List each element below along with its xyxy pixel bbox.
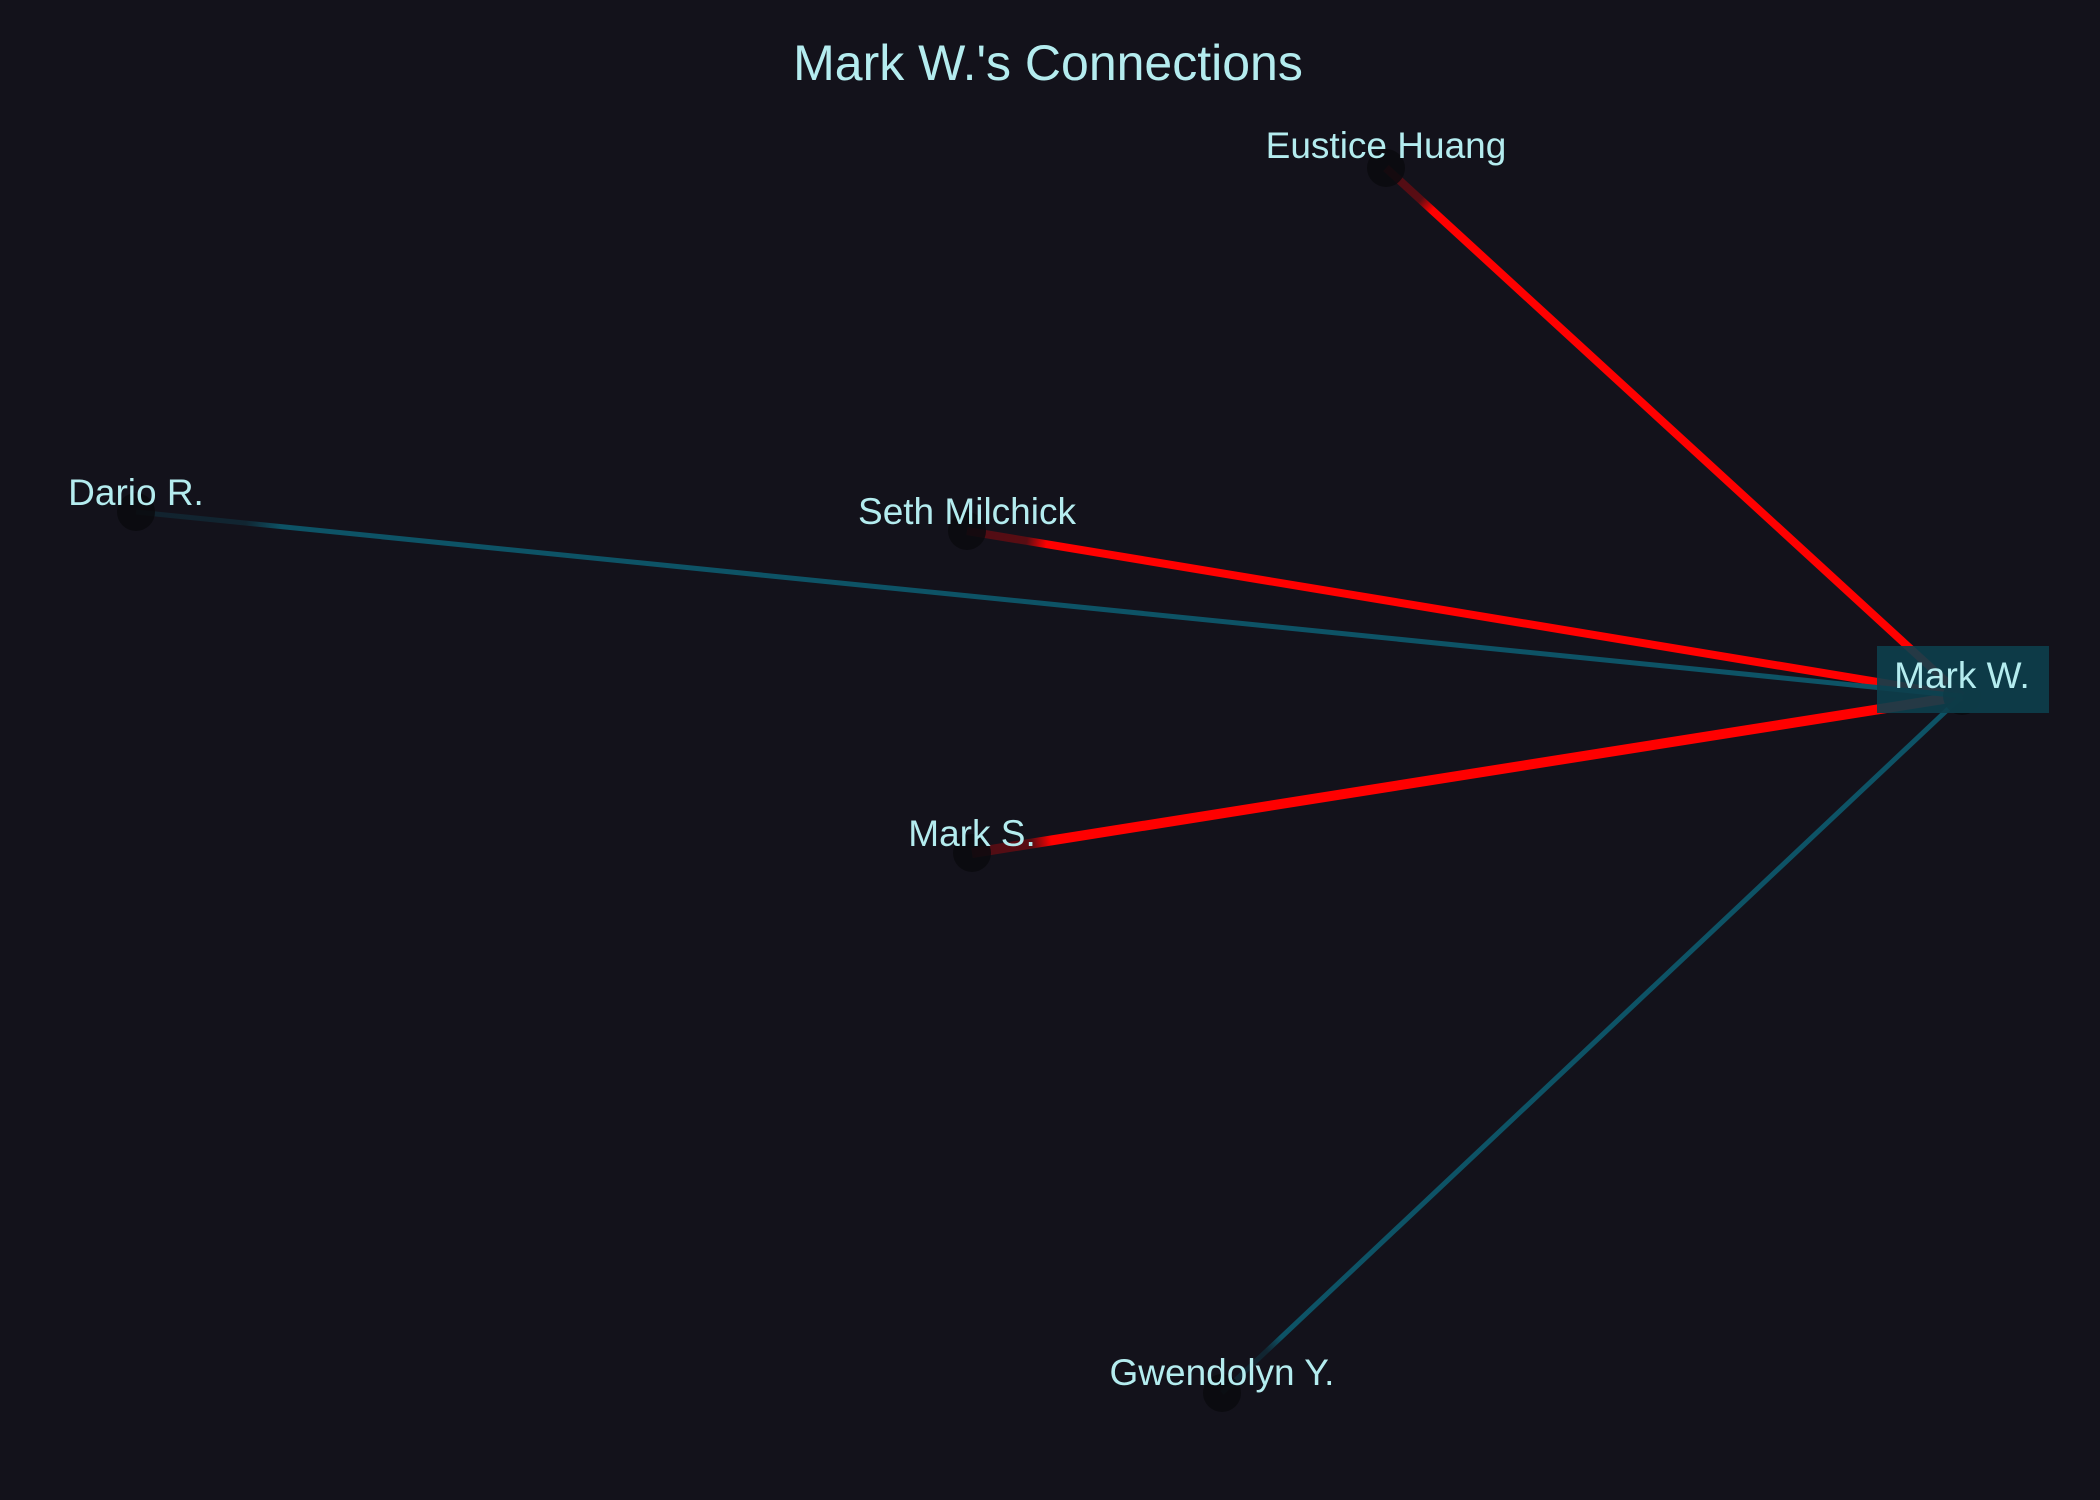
node-seth-milchick[interactable]	[948, 512, 986, 550]
node-mark-s[interactable]	[953, 834, 991, 872]
labels-layer: Mark W. Eustice Huang Dario R. Seth Milchic…	[68, 125, 2049, 1393]
graph-title: Mark W.'s Connections	[793, 35, 1303, 91]
node-dario-r[interactable]	[117, 493, 155, 531]
edge-seth-milchick	[966, 527, 1963, 700]
node-label-mark-w: Mark W.	[1894, 655, 2030, 696]
node-label-gwendolyn-y: Gwendolyn Y.	[1110, 1352, 1335, 1393]
node-label-mark-s: Mark S.	[908, 813, 1035, 854]
node-label-seth-milchick: Seth Milchick	[858, 491, 1076, 532]
node-label-dario-r: Dario R.	[68, 472, 204, 513]
nodes-layer	[117, 149, 1981, 1412]
edges-layer	[135, 165, 1965, 1395]
node-eustice-huang[interactable]	[1367, 149, 1405, 187]
edge-eustice-huang	[1383, 165, 1965, 699]
node-gwendolyn-y[interactable]	[1203, 1374, 1241, 1412]
focus-node-highlight	[1877, 646, 2049, 713]
edge-dario-r	[135, 509, 1963, 699]
edge-mark-s	[971, 691, 1963, 858]
node-label-eustice-huang: Eustice Huang	[1266, 125, 1507, 166]
edge-gwendolyn-y	[1220, 694, 1964, 1395]
